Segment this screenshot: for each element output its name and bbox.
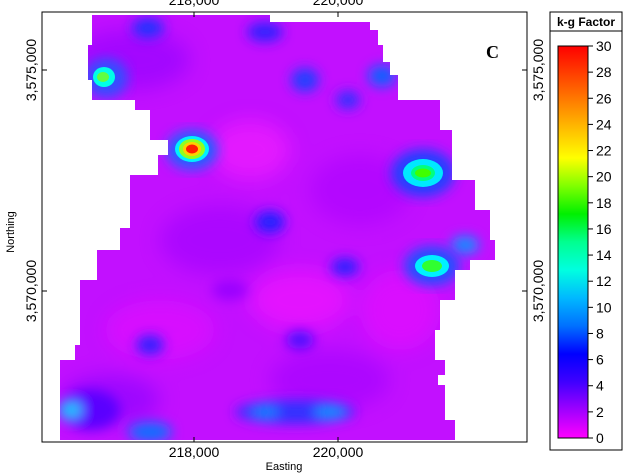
legend-tick-label-14: 14	[596, 247, 612, 263]
legend-tick-label-22: 22	[596, 143, 612, 159]
legend-title: k-g Factor	[557, 15, 615, 29]
y-axis-title: Northing	[5, 211, 17, 253]
legend-color-bar	[557, 45, 589, 439]
hotspot-southeast	[404, 246, 460, 286]
legend-tick-label-16: 16	[596, 221, 612, 237]
y-tick-right-3570000: 3,570,000	[530, 260, 546, 322]
legend-tick-label-10: 10	[596, 299, 612, 315]
hotspot-northwest	[84, 58, 128, 98]
legend-tick-label-18: 18	[596, 195, 612, 211]
tick-marks	[42, 12, 527, 442]
x-tick-bottom-218000: 218,000	[169, 444, 220, 460]
legend-tick-label-30: 30	[596, 38, 612, 54]
y-tick-left-3570000: 3,570,000	[23, 260, 39, 322]
study-area	[60, 15, 495, 440]
x-tick-bottom-220000: 220,000	[313, 444, 364, 460]
y-tick-right-3575000: 3,575,000	[530, 39, 546, 101]
legend-tick-label-6: 6	[596, 352, 604, 368]
legend-tick-label-2: 2	[596, 404, 604, 420]
panel-label: C	[486, 42, 499, 62]
legend-tick-label-28: 28	[596, 64, 612, 80]
legend-tick-label-12: 12	[596, 273, 612, 289]
legend-tick-label-24: 24	[596, 116, 612, 132]
x-tick-top-218000: 218,000	[169, 0, 220, 8]
legend-tick-label-20: 20	[596, 169, 612, 185]
y-tick-left-3575000: 3,575,000	[23, 39, 39, 101]
legend-tick-label-26: 26	[596, 90, 612, 106]
legend-tick-label-0: 0	[596, 430, 604, 446]
x-tick-top-220000: 220,000	[313, 0, 364, 8]
x-axis-title: Easting	[266, 461, 303, 473]
hotspot-east	[391, 149, 455, 197]
hotspot-max	[166, 130, 218, 170]
legend-tick-label-8: 8	[596, 325, 604, 341]
legend-tick-label-4: 4	[596, 378, 604, 394]
